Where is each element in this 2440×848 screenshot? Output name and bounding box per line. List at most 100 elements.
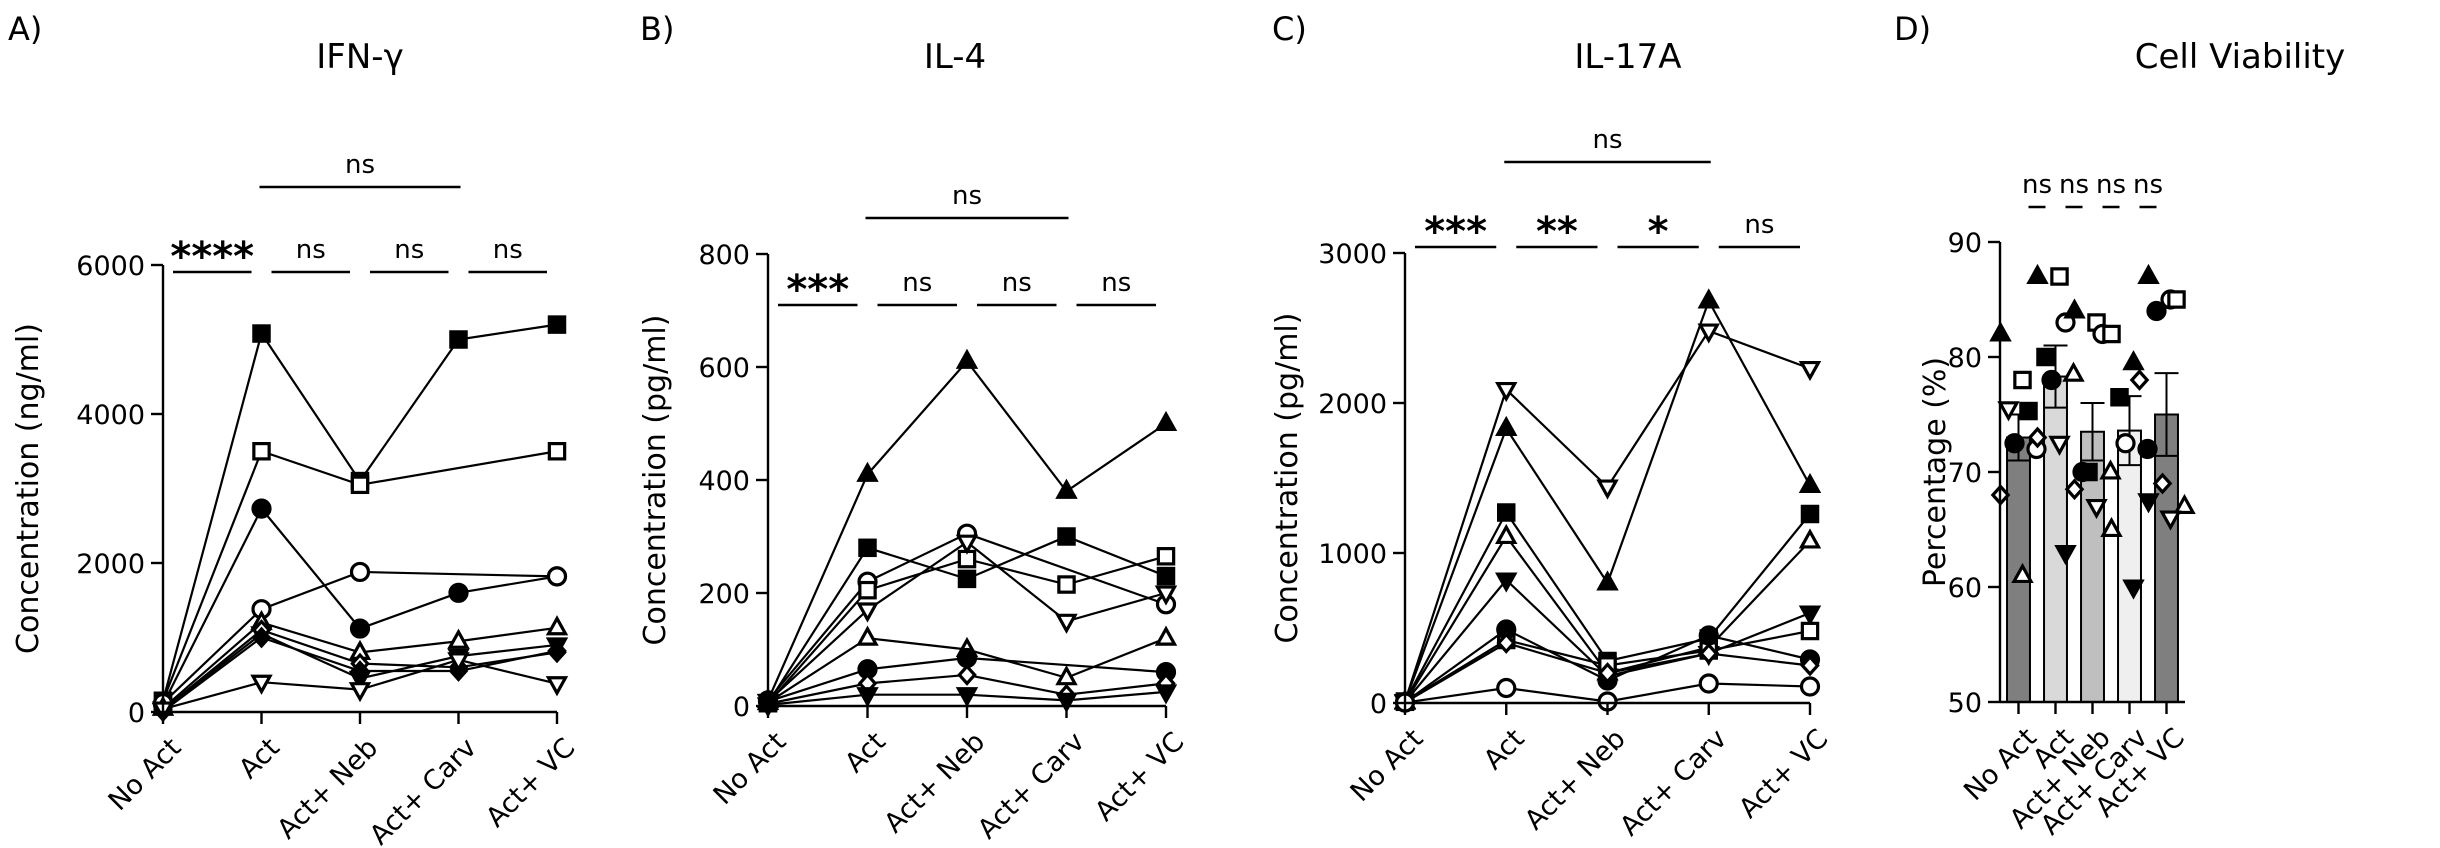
point-1-1	[1495, 381, 1518, 403]
point-3-4	[1798, 528, 1822, 549]
y-axis-label: Concentration (pg/ml)	[1270, 313, 1305, 644]
point-0-3	[1697, 288, 1720, 309]
point-1-1	[252, 442, 271, 461]
point-3-3	[2110, 388, 2129, 407]
point-1-5	[2062, 361, 2085, 382]
point-8-2	[955, 687, 979, 708]
x-tick-label-0: No Act	[708, 726, 793, 811]
point-5-4	[1800, 621, 1820, 641]
y-tick-label-2: 4000	[76, 400, 145, 431]
panel-c: C) IL-17A Concentration (pg/ml) 0 1000 2000 30…	[1270, 10, 1834, 842]
x-tick-label-1: Act	[839, 726, 892, 779]
y-axis-label: Concentration (ng/ml)	[11, 323, 46, 654]
y-tick-label-3: 80	[1948, 343, 1982, 374]
y-tick-label-4: 90	[1948, 228, 1982, 259]
sig-label-2: ns	[394, 235, 424, 265]
point-0-1	[1495, 415, 1518, 437]
panel-title: IL-17A	[1574, 37, 1681, 77]
point-3-2	[2129, 369, 2150, 391]
x-tick-label-3: Act+ Carv	[364, 732, 483, 848]
point-4-6	[2137, 493, 2160, 514]
panel-label: B)	[640, 10, 674, 48]
point-5-1	[856, 625, 879, 646]
point-4-5	[2173, 493, 2196, 515]
point-4-4	[2152, 472, 2173, 495]
point-1-4	[2041, 369, 2062, 391]
point-8-3	[1698, 673, 1719, 694]
point-8-3	[447, 652, 470, 673]
point-1-8	[2054, 544, 2077, 566]
x-tick-label-1: Act	[233, 732, 286, 785]
point-8-4	[1799, 676, 1821, 697]
point-4-3	[1055, 613, 1078, 634]
point-7-3	[1698, 642, 1719, 665]
point-4-2	[955, 534, 979, 555]
point-0-2	[955, 348, 979, 369]
point-1-2	[350, 475, 370, 495]
series-line-3	[162, 570, 558, 704]
point-0-1	[856, 461, 879, 482]
y-axis-label: Percentage (%)	[1918, 357, 1953, 587]
series-line-6	[767, 656, 1167, 703]
point-1-6	[2027, 426, 2048, 449]
point-1-4	[1156, 566, 1176, 586]
x-tick-label-0: No Act	[103, 732, 188, 817]
sig-label-3: ns	[1744, 210, 1774, 240]
sig-label-3: ns	[1101, 268, 1131, 298]
point-1-4	[1798, 360, 1822, 382]
point-1-3	[1057, 527, 1076, 546]
point-3-3	[1057, 575, 1076, 594]
point-4-4	[1798, 605, 1822, 626]
point-7-4	[547, 640, 567, 662]
point-0-3	[1055, 478, 1078, 499]
y-axis-label: Concentration (pg/ml)	[638, 315, 673, 646]
x-tick-label-1: Act	[1478, 723, 1531, 776]
panel-title: IFN-γ	[316, 37, 403, 77]
point-2-4	[1800, 504, 1820, 524]
point-2-1	[251, 498, 272, 519]
y-tick-label-3: 6000	[76, 251, 145, 282]
sig-label-4: ns	[1592, 125, 1622, 155]
y-tick-label-0: 0	[128, 698, 145, 729]
sig-label-2: ns	[2096, 170, 2126, 200]
point-2-0	[2063, 298, 2086, 319]
sig-label-1: ns	[902, 268, 932, 298]
point-4-3	[2146, 300, 2167, 322]
point-2-6	[2064, 478, 2085, 501]
point-0-2	[2019, 401, 2038, 421]
x-tick-label-3: Act+ Carv	[1614, 723, 1733, 842]
point-3-4	[2115, 433, 2136, 454]
point-3-4	[1156, 547, 1176, 566]
point-7-1	[1496, 632, 1517, 654]
series-line-1	[161, 449, 558, 702]
bar-4	[2154, 413, 2179, 703]
point-6-2	[956, 647, 978, 669]
panel-title: IL-4	[924, 37, 986, 77]
point-4-4	[545, 615, 569, 636]
y-tick-label-2: 2000	[1318, 389, 1387, 420]
panel-b: B) IL-4 Concentration (pg/ml) 0 200 400 600 800…	[638, 10, 1190, 845]
y-tick-label-1: 2000	[76, 549, 145, 580]
sig-label-3: ns	[2133, 170, 2163, 200]
sig-label-1: **	[1536, 209, 1578, 255]
y-tick-label-2: 70	[1948, 458, 1982, 489]
point-3-4	[546, 566, 568, 587]
point-1-2	[957, 569, 977, 589]
panel-d: D) Cell Viability Percentage (%) 50 60 70 80 90…	[1894, 10, 2345, 841]
point-2-7	[2085, 498, 2108, 520]
panel-label: C)	[1272, 10, 1307, 48]
sig-label-2: *	[1648, 209, 1669, 255]
point-5-4	[1154, 625, 1178, 646]
point-0-7	[2011, 562, 2034, 584]
point-4-3	[447, 628, 470, 649]
sig-label-4: ns	[952, 181, 982, 211]
y-tick-label-1: 1000	[1318, 539, 1387, 570]
sig-label-0: ***	[1424, 209, 1487, 255]
point-2-2	[349, 618, 371, 639]
panel-a: A) IFN-γ Concentration (ng/ml) 0 2000 4000 600…	[8, 10, 581, 848]
point-3-1	[2122, 350, 2145, 371]
point-0-3	[1997, 401, 2020, 422]
sig-label-0: ****	[170, 234, 254, 280]
sig-label-2: ns	[1002, 268, 1032, 298]
